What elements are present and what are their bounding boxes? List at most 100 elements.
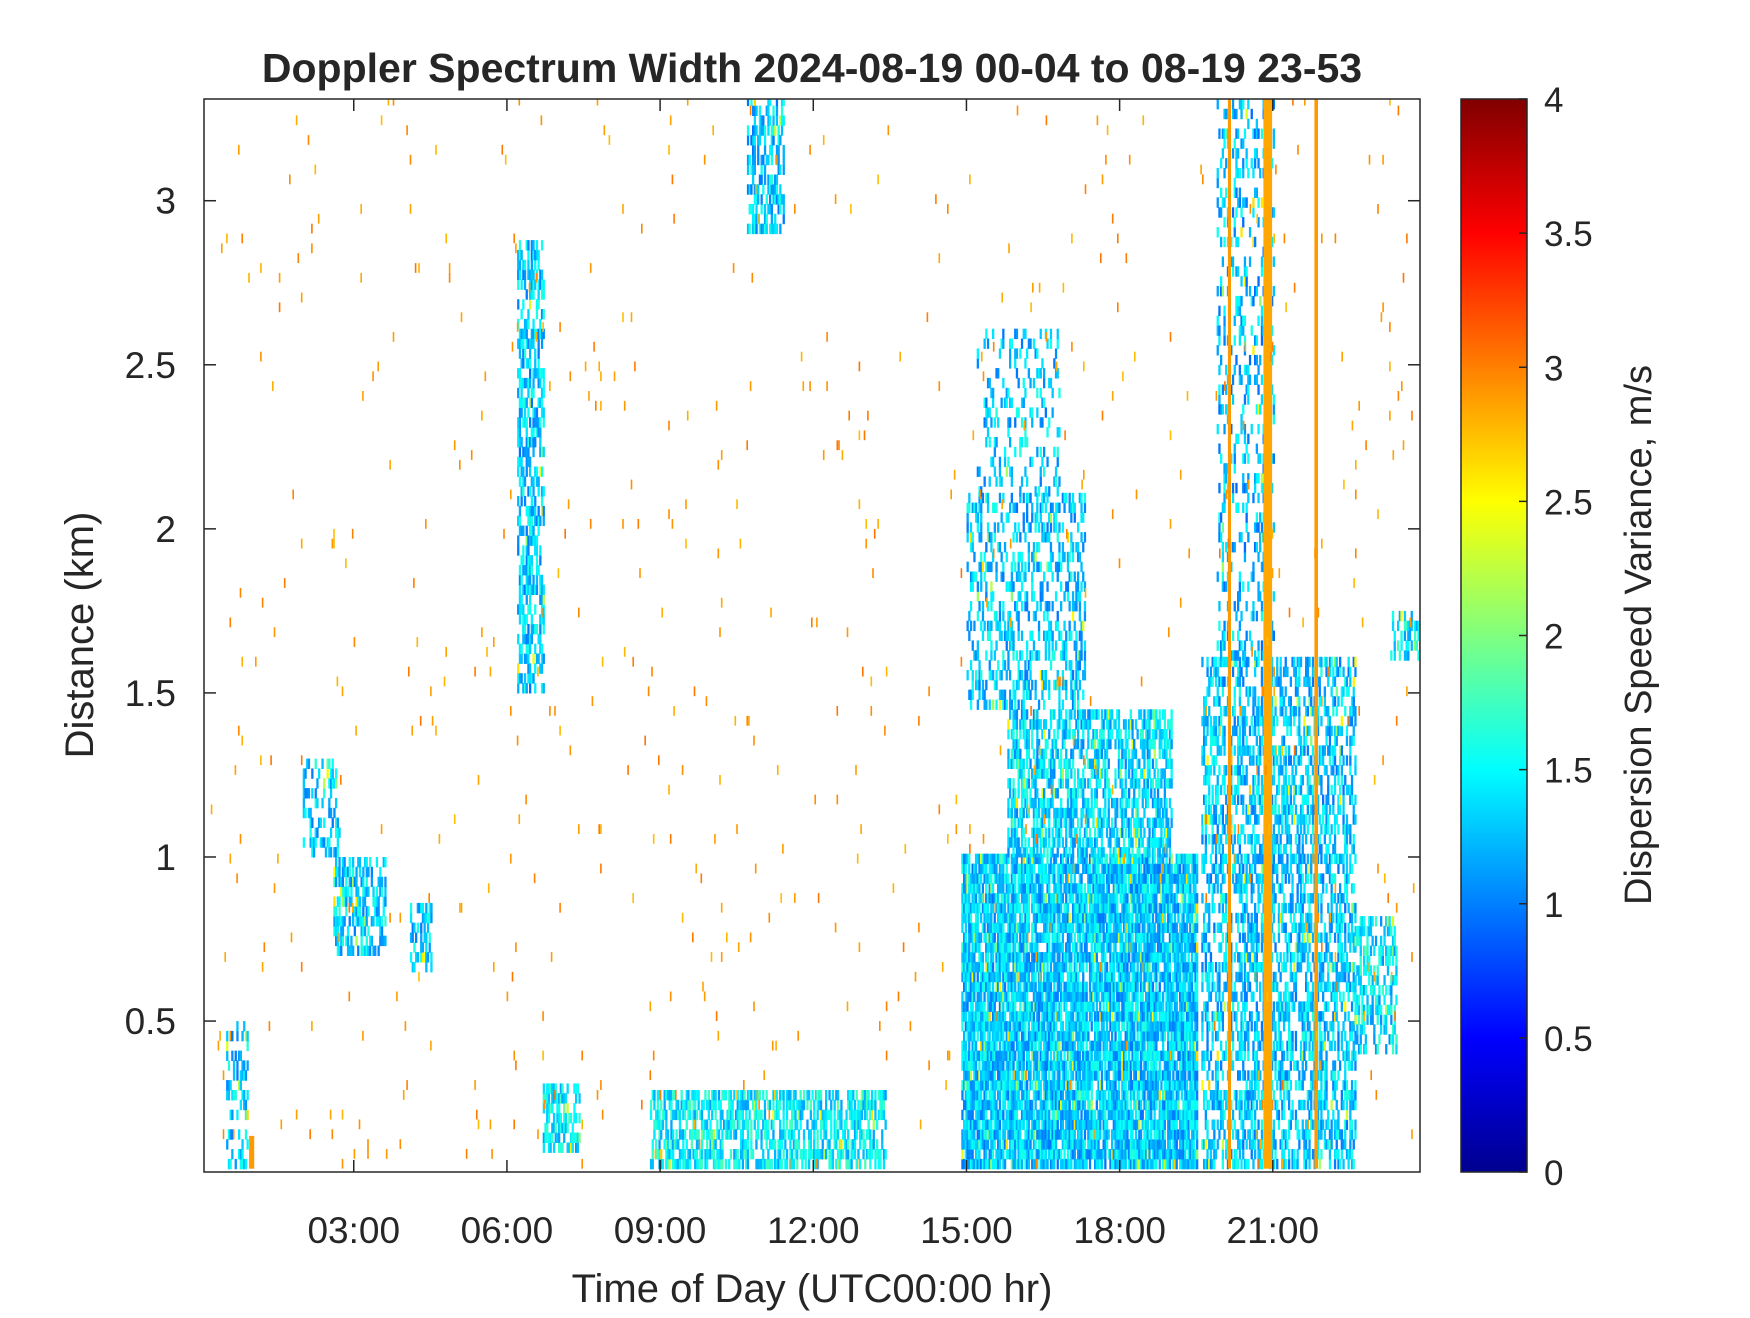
heatmap-cell <box>1095 922 1098 933</box>
heatmap-cell <box>1109 1011 1112 1022</box>
heatmap-cell <box>542 377 545 389</box>
heatmap-cell <box>1027 873 1030 884</box>
heatmap-cell <box>1109 902 1112 914</box>
heatmap-cell <box>1077 1109 1080 1121</box>
heatmap-cell <box>520 338 523 349</box>
heatmap-cell <box>1073 902 1076 914</box>
heatmap-cell <box>542 417 545 428</box>
heatmap-cell <box>1080 1109 1083 1121</box>
heatmap-cell <box>1111 1040 1114 1052</box>
heatmap-cell <box>687 1158 690 1170</box>
heatmap-cell <box>760 194 763 205</box>
heatmap-cell <box>522 269 525 280</box>
heatmap-cell <box>1054 1040 1058 1052</box>
heatmap-cell <box>552 1122 556 1134</box>
heatmap-cell <box>1116 1001 1119 1012</box>
heatmap-cell <box>774 184 777 195</box>
heatmap-cell <box>1112 1001 1115 1012</box>
heatmap-cell <box>1155 962 1158 973</box>
heatmap-cell <box>558 1093 561 1104</box>
heatmap-cell <box>1119 912 1122 924</box>
heatmap-cell <box>423 952 426 963</box>
heatmap-cell <box>1139 1129 1143 1140</box>
heatmap-cell <box>1126 1149 1129 1160</box>
heatmap-cell <box>964 873 967 884</box>
heatmap-cell <box>1020 1021 1024 1032</box>
heatmap-cell <box>826 1139 829 1150</box>
heatmap-cell <box>1163 981 1166 993</box>
heatmap-cell <box>1090 912 1093 924</box>
heatmap-cell <box>312 837 316 848</box>
heatmap-cell <box>1105 1040 1109 1052</box>
heatmap-cell <box>1000 1109 1003 1121</box>
heatmap-cell <box>539 633 542 645</box>
heatmap-cell <box>983 1109 986 1121</box>
heatmap-cell <box>1056 873 1059 884</box>
heatmap-cell <box>1005 962 1008 973</box>
heatmap-cell <box>1087 922 1090 933</box>
heatmap-cell <box>976 962 979 973</box>
heatmap-cell <box>1097 932 1100 943</box>
heatmap-cell <box>1111 1109 1114 1121</box>
heatmap-cell <box>780 1129 784 1140</box>
heatmap-cell <box>1128 922 1131 933</box>
heatmap-cell <box>1104 1139 1107 1150</box>
heatmap-cell <box>1056 912 1059 924</box>
heatmap-cell <box>1167 1129 1170 1140</box>
heatmap-cell <box>1112 1050 1115 1061</box>
heatmap-cell <box>535 535 539 546</box>
heatmap-cell <box>1141 873 1144 884</box>
heatmap-cell <box>241 1030 244 1042</box>
heatmap-cell <box>758 1109 761 1121</box>
heatmap-cell <box>1044 1030 1047 1042</box>
heatmap-cell <box>1153 1060 1156 1071</box>
heatmap-cell <box>1139 1109 1143 1121</box>
heatmap-cell <box>877 1090 880 1101</box>
heatmap-cell <box>1151 981 1155 993</box>
heatmap-cell <box>1163 1109 1166 1121</box>
heatmap-cell <box>523 476 527 487</box>
heatmap-cell <box>716 1119 719 1130</box>
heatmap-cell <box>1010 1050 1013 1061</box>
heatmap-cell <box>997 883 1000 894</box>
heatmap-cell <box>532 525 535 536</box>
heatmap-cell <box>1026 962 1029 973</box>
heatmap-cell <box>1133 883 1136 894</box>
heatmap-cell <box>1121 912 1124 924</box>
heatmap-cell <box>561 1142 564 1153</box>
heatmap-cell <box>348 857 351 868</box>
heatmap-cell <box>314 827 317 838</box>
heatmap-cell <box>1002 971 1005 983</box>
heatmap-cell <box>1070 1030 1073 1042</box>
heatmap-cell <box>678 1149 682 1160</box>
heatmap-cell <box>1082 1090 1085 1101</box>
heatmap-cell <box>1034 922 1037 933</box>
heatmap-cell <box>697 1129 700 1140</box>
heatmap-cell <box>990 1080 993 1091</box>
heatmap-cell <box>1146 962 1149 973</box>
heatmap-cell <box>343 916 346 927</box>
heatmap-cell <box>1146 883 1149 894</box>
heatmap-cell <box>1005 932 1008 943</box>
heatmap-cell <box>1036 1060 1039 1071</box>
heatmap-cell <box>367 925 370 937</box>
heatmap-cell <box>1041 991 1044 1002</box>
heatmap-cell <box>518 574 522 586</box>
heatmap-cell <box>544 1132 547 1143</box>
heatmap-cell <box>363 886 367 897</box>
heatmap-cell <box>966 942 969 953</box>
heatmap-cell <box>1085 1021 1088 1032</box>
heatmap-cell <box>660 1149 663 1160</box>
heatmap-cell <box>311 847 314 858</box>
heatmap-cell <box>535 624 539 635</box>
heatmap-cell <box>1160 1050 1163 1061</box>
heatmap-cell <box>1168 863 1172 874</box>
heatmap-cell <box>1087 873 1090 884</box>
heatmap-cell <box>1121 1060 1124 1071</box>
heatmap-cell <box>746 223 750 235</box>
heatmap-cell <box>1075 1139 1078 1150</box>
heatmap-cell <box>758 1158 761 1170</box>
heatmap-cell <box>1073 1090 1076 1101</box>
heatmap-cell <box>1156 932 1160 943</box>
heatmap-cell <box>518 476 522 487</box>
